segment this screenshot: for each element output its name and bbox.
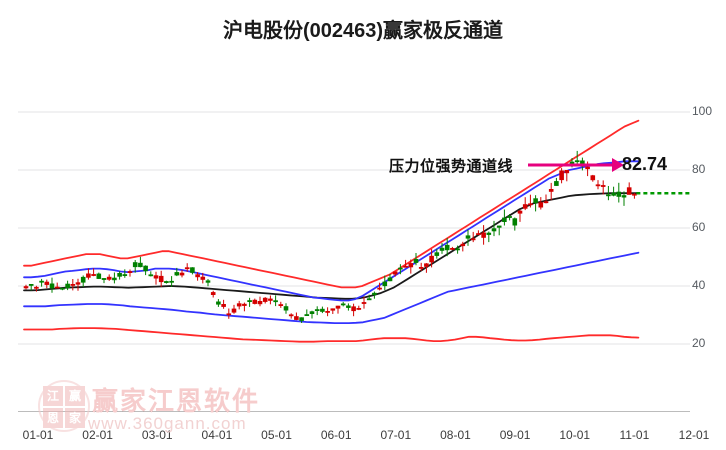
logo-char-0: 江	[43, 386, 63, 406]
x-axis-tick-0: 01-01	[22, 428, 54, 442]
chart-plot-area	[18, 60, 690, 412]
y-axis-tick-60: 60	[692, 220, 706, 234]
annotation-arrow-icon	[528, 158, 624, 172]
brand-url-watermark: www.360gann.com	[88, 414, 247, 433]
x-axis-tick-3: 04-01	[201, 428, 233, 442]
annotation-price-value: 82.74	[622, 154, 668, 174]
y-axis-tick-40: 40	[692, 278, 706, 292]
x-axis-tick-8: 09-01	[499, 428, 531, 442]
gridlines	[18, 111, 690, 345]
x-axis-tick-9: 10-01	[559, 428, 591, 442]
logo-char-1: 赢	[65, 386, 85, 406]
x-axis-tick-7: 08-01	[440, 428, 471, 442]
candlestick-series	[23, 150, 637, 323]
logo-char-3: 家	[65, 408, 85, 428]
x-axis-tick-2: 03-01	[141, 428, 173, 442]
x-axis-tick-5: 06-01	[320, 428, 352, 442]
brand-logo-watermark: 江 赢 恩 家	[38, 380, 90, 432]
logo-char-2: 恩	[43, 408, 63, 428]
x-axis-tick-6: 07-01	[380, 428, 412, 442]
x-axis-tick-11: 12-01	[678, 428, 710, 442]
y-axis-tick-80: 80	[692, 162, 706, 176]
candlestick-chart-svg	[18, 111, 690, 412]
page-title: 沪电股份(002463)赢家极反通道	[222, 20, 504, 42]
annotation-label: 压力位强势通道线	[389, 158, 514, 175]
x-axis-tick-10: 11-01	[619, 428, 650, 442]
brand-name-watermark: 赢家江恩软件	[92, 386, 261, 416]
x-axis-tick-1: 02-01	[82, 428, 113, 442]
y-axis-tick-20: 20	[692, 336, 706, 350]
y-axis-tick-100: 100	[692, 104, 713, 118]
x-axis-tick-4: 05-01	[261, 428, 292, 442]
